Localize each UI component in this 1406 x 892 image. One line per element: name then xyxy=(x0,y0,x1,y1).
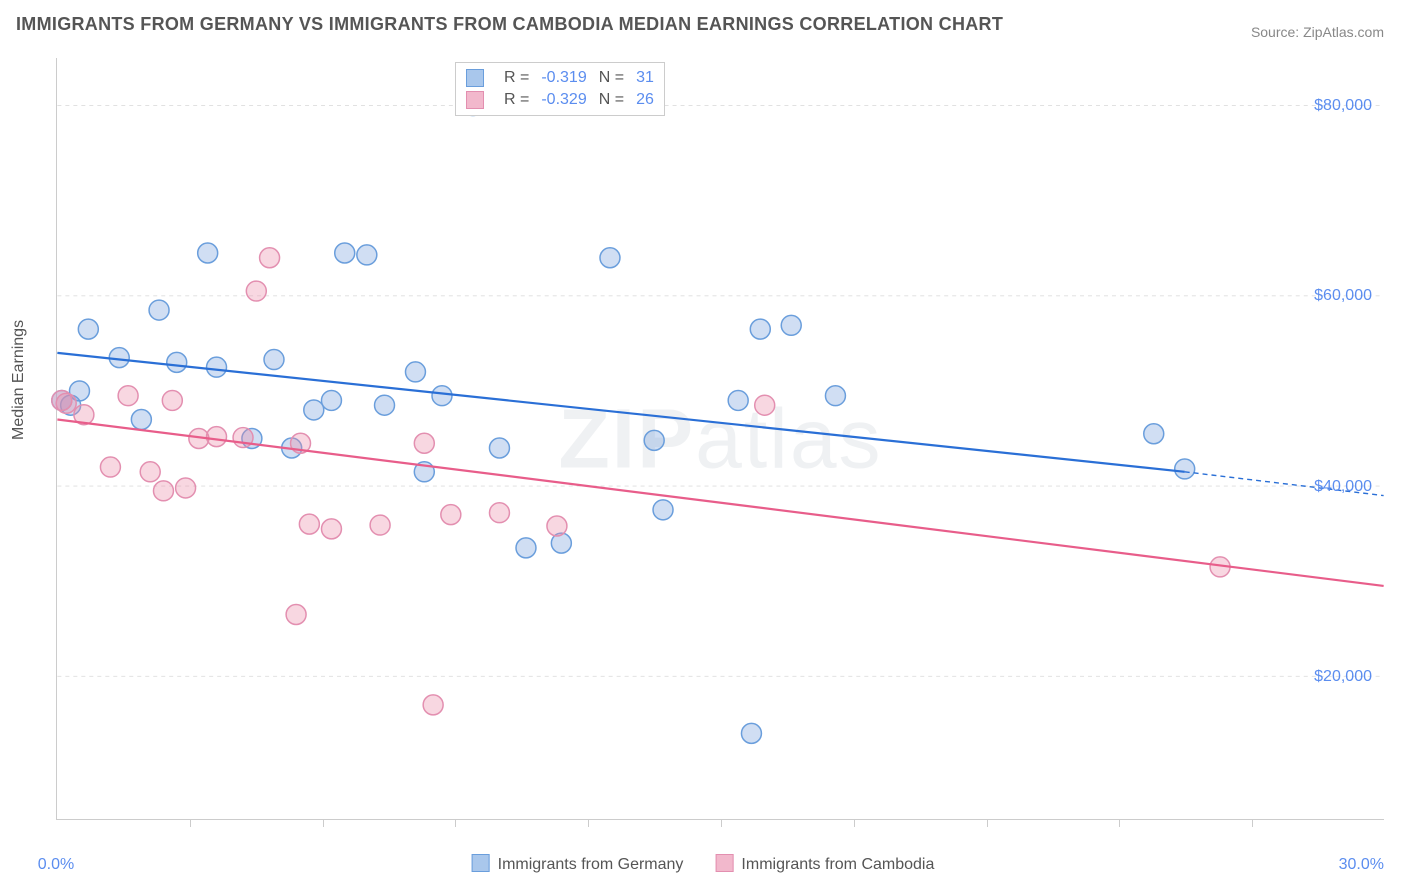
x-tick xyxy=(721,819,722,827)
legend-row-germany: R = -0.319 N = 31 xyxy=(466,67,654,89)
x-tick xyxy=(588,819,589,827)
n-label: N = xyxy=(599,69,624,87)
n-value-germany: 31 xyxy=(636,69,654,87)
plot-area: ZIPatlas $20,000$40,000$60,000$80,000 xyxy=(56,58,1384,820)
swatch-cambodia xyxy=(466,91,484,109)
chart-title: IMMIGRANTS FROM GERMANY VS IMMIGRANTS FR… xyxy=(16,14,1003,35)
source-attribution: Source: ZipAtlas.com xyxy=(1251,24,1384,40)
n-value-cambodia: 26 xyxy=(636,91,654,109)
x-axis-min: 0.0% xyxy=(38,856,74,874)
r-label: R = xyxy=(504,69,529,87)
y-tick-label: $80,000 xyxy=(1314,97,1372,115)
swatch-germany xyxy=(466,69,484,87)
x-tick xyxy=(1252,819,1253,827)
y-tick-label: $20,000 xyxy=(1314,668,1372,686)
legend-series: Immigrants from Germany Immigrants from … xyxy=(472,854,935,874)
x-tick xyxy=(323,819,324,827)
swatch-germany-icon xyxy=(472,854,490,872)
r-value-germany: -0.319 xyxy=(541,69,586,87)
legend-item-cambodia: Immigrants from Cambodia xyxy=(715,854,934,874)
n-label: N = xyxy=(599,91,624,109)
x-tick xyxy=(455,819,456,827)
legend-correlation: R = -0.319 N = 31 R = -0.329 N = 26 xyxy=(455,62,665,116)
y-tick-label: $40,000 xyxy=(1314,478,1372,496)
legend-label-cambodia: Immigrants from Cambodia xyxy=(741,856,934,873)
x-tick xyxy=(854,819,855,827)
swatch-cambodia-icon xyxy=(715,854,733,872)
r-value-cambodia: -0.329 xyxy=(541,91,586,109)
y-axis-label: Median Earnings xyxy=(10,320,28,440)
x-axis-max: 30.0% xyxy=(1339,856,1384,874)
r-label: R = xyxy=(504,91,529,109)
legend-label-germany: Immigrants from Germany xyxy=(498,856,684,873)
legend-row-cambodia: R = -0.329 N = 26 xyxy=(466,89,654,111)
x-tick xyxy=(1119,819,1120,827)
y-tick-label: $60,000 xyxy=(1314,287,1372,305)
x-tick xyxy=(190,819,191,827)
x-tick xyxy=(987,819,988,827)
chart-svg xyxy=(57,58,1384,819)
legend-item-germany: Immigrants from Germany xyxy=(472,854,684,874)
